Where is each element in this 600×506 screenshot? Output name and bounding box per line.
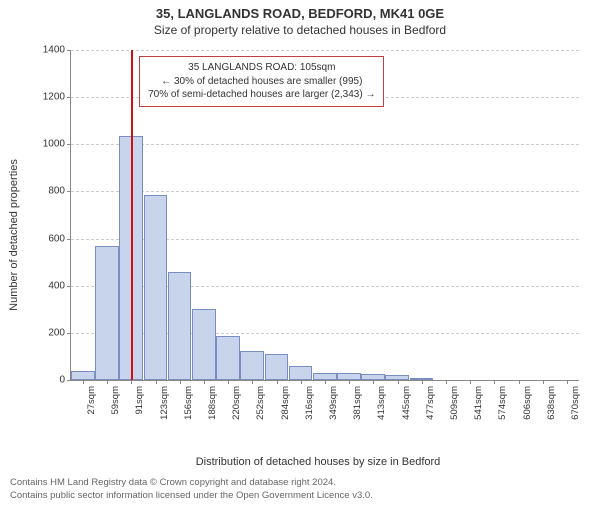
y-tick-label: 400 bbox=[48, 280, 71, 291]
x-tick-label: 252sqm bbox=[255, 386, 266, 420]
footer-attribution: Contains HM Land Registry data © Crown c… bbox=[10, 477, 373, 502]
x-tick bbox=[107, 380, 108, 384]
x-tick-label: 477sqm bbox=[425, 386, 436, 420]
x-tick-label: 574sqm bbox=[497, 386, 508, 420]
gridline bbox=[71, 191, 579, 192]
x-tick-label: 413sqm bbox=[376, 386, 387, 420]
annotation-line: ← 30% of detached houses are smaller (99… bbox=[148, 75, 375, 89]
x-tick bbox=[398, 380, 399, 384]
chart-plot-area: 020040060080010001200140027sqm59sqm91sqm… bbox=[70, 50, 579, 381]
x-tick-label: 156sqm bbox=[183, 386, 194, 420]
histogram-bar bbox=[95, 246, 119, 380]
x-tick bbox=[349, 380, 350, 384]
y-tick-label: 800 bbox=[48, 186, 71, 197]
histogram-bar bbox=[216, 336, 240, 380]
footer-line-2: Contains public sector information licen… bbox=[10, 490, 373, 502]
x-tick-label: 220sqm bbox=[231, 386, 242, 420]
x-tick-label: 670sqm bbox=[570, 386, 581, 420]
annotation-box: 35 LANGLANDS ROAD: 105sqm← 30% of detach… bbox=[139, 56, 384, 107]
x-tick bbox=[252, 380, 253, 384]
y-axis-label: Number of detached properties bbox=[8, 159, 20, 311]
y-tick-label: 200 bbox=[48, 327, 71, 338]
x-tick bbox=[494, 380, 495, 384]
x-tick bbox=[422, 380, 423, 384]
gridline bbox=[71, 50, 579, 51]
x-tick bbox=[156, 380, 157, 384]
x-tick bbox=[446, 380, 447, 384]
x-tick bbox=[325, 380, 326, 384]
histogram-bar bbox=[71, 371, 95, 380]
histogram-bar bbox=[289, 366, 313, 380]
chart-container: Number of detached properties 0200400600… bbox=[58, 50, 578, 420]
x-tick bbox=[301, 380, 302, 384]
x-tick-label: 59sqm bbox=[110, 386, 121, 415]
x-tick bbox=[519, 380, 520, 384]
x-tick bbox=[180, 380, 181, 384]
x-tick-label: 381sqm bbox=[352, 386, 363, 420]
annotation-line: 70% of semi-detached houses are larger (… bbox=[148, 88, 375, 102]
property-marker-line bbox=[131, 50, 133, 380]
annotation-line: 35 LANGLANDS ROAD: 105sqm bbox=[148, 61, 375, 75]
x-tick-label: 188sqm bbox=[207, 386, 218, 420]
footer-line-1: Contains HM Land Registry data © Crown c… bbox=[10, 477, 373, 489]
x-tick-label: 91sqm bbox=[134, 386, 145, 415]
histogram-bar bbox=[144, 195, 168, 380]
gridline bbox=[71, 144, 579, 145]
x-tick-label: 284sqm bbox=[280, 386, 291, 420]
x-tick-label: 316sqm bbox=[304, 386, 315, 420]
x-tick-label: 541sqm bbox=[473, 386, 484, 420]
y-tick-label: 600 bbox=[48, 233, 71, 244]
x-tick bbox=[83, 380, 84, 384]
histogram-bar bbox=[313, 373, 337, 380]
x-tick bbox=[373, 380, 374, 384]
x-tick-label: 638sqm bbox=[546, 386, 557, 420]
x-tick-label: 509sqm bbox=[449, 386, 460, 420]
page-title-2: Size of property relative to detached ho… bbox=[0, 23, 600, 37]
x-tick bbox=[204, 380, 205, 384]
x-tick bbox=[543, 380, 544, 384]
histogram-bar bbox=[265, 354, 289, 380]
x-tick bbox=[470, 380, 471, 384]
x-tick-label: 445sqm bbox=[401, 386, 412, 420]
y-tick-label: 1400 bbox=[43, 45, 71, 56]
x-tick-label: 27sqm bbox=[86, 386, 97, 415]
x-tick bbox=[567, 380, 568, 384]
histogram-bar bbox=[240, 351, 264, 380]
page-title-1: 35, LANGLANDS ROAD, BEDFORD, MK41 0GE bbox=[0, 6, 600, 21]
x-tick bbox=[131, 380, 132, 384]
histogram-bar bbox=[337, 373, 361, 380]
x-tick bbox=[277, 380, 278, 384]
histogram-bar bbox=[168, 272, 192, 380]
y-tick-label: 1200 bbox=[43, 92, 71, 103]
x-tick-label: 349sqm bbox=[328, 386, 339, 420]
x-tick-label: 123sqm bbox=[159, 386, 170, 420]
x-tick bbox=[228, 380, 229, 384]
histogram-bar bbox=[192, 309, 216, 380]
x-axis-label: Distribution of detached houses by size … bbox=[196, 456, 441, 468]
x-tick-label: 606sqm bbox=[522, 386, 533, 420]
y-tick-label: 0 bbox=[59, 375, 71, 386]
y-tick-label: 1000 bbox=[43, 139, 71, 150]
